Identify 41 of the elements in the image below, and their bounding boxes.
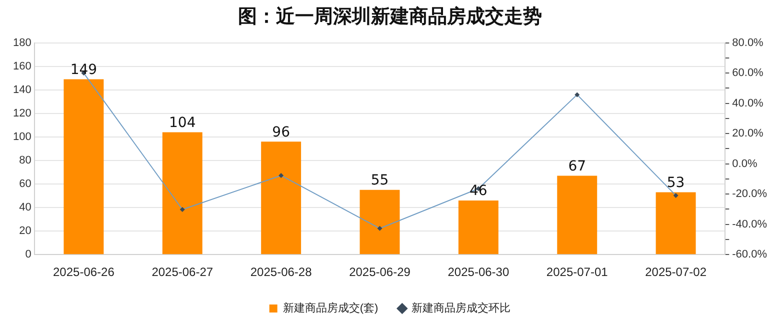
y-tick-label: 120 — [12, 107, 32, 120]
bar — [656, 192, 696, 254]
y2-tick-label: -60.0% — [732, 248, 768, 261]
y2-tick-label: -40.0% — [732, 218, 768, 230]
bar — [162, 132, 202, 254]
data-label: 55 — [370, 172, 389, 189]
y-tick-label: 20 — [19, 225, 32, 238]
data-label: 53 — [666, 174, 685, 191]
x-tick-label: 2025-07-02 — [645, 265, 707, 280]
x-tick-label: 2025-07-01 — [546, 265, 608, 280]
bar — [557, 176, 598, 254]
x-tick-label: 2025-06-28 — [250, 265, 312, 280]
y-tick-label: 0 — [25, 248, 32, 261]
y-tick-label: 60 — [19, 178, 32, 190]
y2-tick-label: 0.0% — [732, 158, 758, 170]
x-tick-label: 2025-06-27 — [152, 265, 214, 280]
legend-label: 新建商品房成交(套) — [282, 302, 378, 315]
bar — [360, 190, 400, 254]
y-tick-label: 40 — [19, 202, 32, 214]
data-label: 149 — [70, 62, 98, 78]
bar — [458, 200, 498, 254]
x-tick-label: 2025-06-30 — [448, 265, 510, 280]
x-tick-label: 2025-06-29 — [349, 265, 411, 280]
y2-tick-label: 40.0% — [732, 97, 764, 110]
data-label: 96 — [272, 124, 290, 140]
y-tick-label: 80 — [19, 154, 32, 166]
y2-tick-label: 80.0% — [732, 36, 764, 49]
chart-title: 图：近一周深圳新建商品房成交走势 — [238, 6, 542, 28]
y-tick-label: 140 — [12, 84, 32, 96]
y2-tick-label: -20.0% — [732, 188, 768, 200]
data-label: 67 — [568, 158, 586, 174]
y-tick-label: 100 — [12, 130, 32, 143]
y-tick-label: 160 — [12, 60, 32, 72]
y-tick-label: 180 — [12, 36, 32, 49]
bar — [64, 79, 104, 254]
legend-label: 新建商品房成交环比 — [412, 302, 511, 315]
y2-tick-label: 20.0% — [732, 128, 764, 140]
x-tick-label: 2025-06-26 — [53, 265, 115, 280]
bar — [261, 142, 302, 254]
data-label: 104 — [169, 114, 196, 131]
y2-tick-label: 60.0% — [732, 67, 764, 80]
